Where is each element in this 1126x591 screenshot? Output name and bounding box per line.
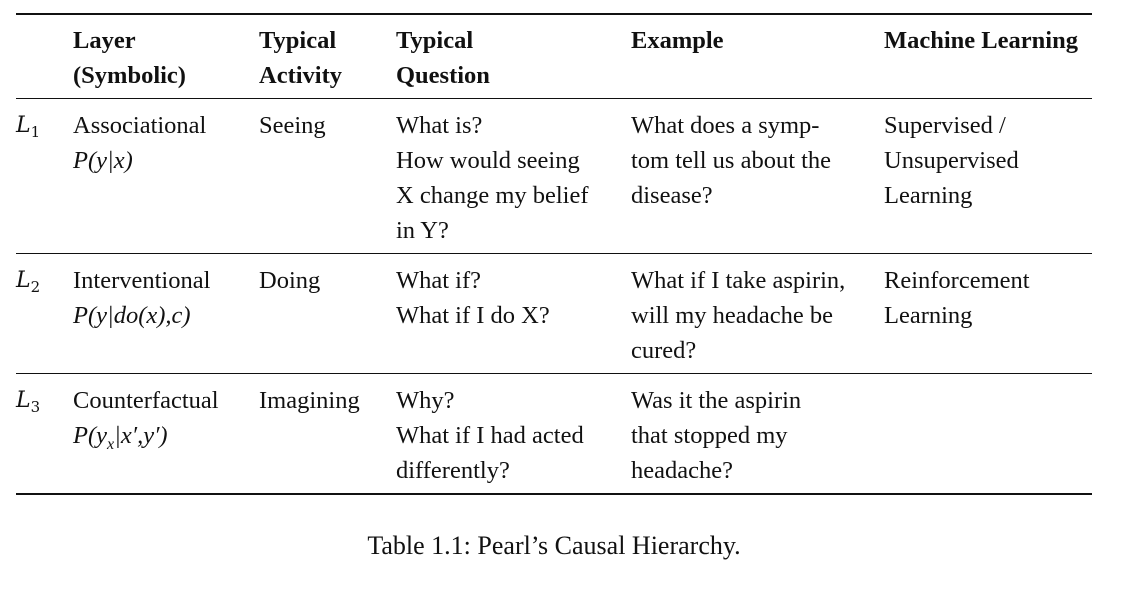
question-line: How would seeing xyxy=(396,143,606,178)
question-line: What if? xyxy=(396,267,482,294)
bottom-rule xyxy=(16,493,1092,495)
row-rule xyxy=(16,373,1092,374)
header-activity-line1: Typical xyxy=(259,27,337,54)
example-line: What if I take aspirin, xyxy=(631,267,846,294)
header-activity-line2: Activity xyxy=(259,62,342,89)
table-caption: Table 1.1: Pearl’s Causal Hierarchy. xyxy=(367,531,741,560)
activity-cell: Seeing xyxy=(259,108,389,143)
activity-text: Imagining xyxy=(259,387,360,414)
level-symbol-2: L2 xyxy=(16,263,66,298)
formula-main: P(y xyxy=(73,422,107,449)
ml-cell: Reinforcement Learning xyxy=(884,263,1092,333)
example-cell: What if I take aspirin, will my headache… xyxy=(631,263,859,368)
question-line: Why? xyxy=(396,387,455,414)
question-line: What if I had acted xyxy=(396,422,584,449)
formula-rest: |x′,y′) xyxy=(114,422,168,449)
header-rule xyxy=(16,98,1092,99)
question-line-text: How would seeing xyxy=(396,147,580,174)
header-layer: Layer (Symbolic) xyxy=(73,23,253,93)
header-ml-text: Machine Learning xyxy=(884,27,1078,54)
example-cell: Was it the aspirin that stopped my heada… xyxy=(631,383,859,488)
layer-formula: P(yx|x′,y′) xyxy=(73,418,253,453)
question-cell: What is? How would seeing X change my be… xyxy=(396,108,606,248)
header-layer-line2: (Symbolic) xyxy=(73,62,186,89)
header-question-line1: Typical xyxy=(396,27,474,54)
example-cell: What does a symp- tom tell us about the … xyxy=(631,108,859,213)
level-symbol-3: L3 xyxy=(16,383,66,418)
ml-line: Supervised / xyxy=(884,112,1006,139)
level-letter: L xyxy=(16,113,31,138)
level-label: L1 xyxy=(16,108,66,143)
question-line: in Y? xyxy=(396,217,449,244)
ml-line: Learning xyxy=(884,182,973,209)
activity-cell: Imagining xyxy=(259,383,389,418)
question-cell: Why? What if I had acted differently? xyxy=(396,383,606,488)
level-letter: L xyxy=(16,388,31,413)
header-activity: Typical Activity xyxy=(259,23,389,93)
layer-cell: Counterfactual P(yx|x′,y′) xyxy=(73,383,253,453)
example-line: What does a symp- xyxy=(631,112,820,139)
level-label: L3 xyxy=(16,383,66,418)
activity-text: Doing xyxy=(259,267,321,294)
layer-cell: Interventional P(y|do(x),c) xyxy=(73,263,253,333)
header-ml: Machine Learning xyxy=(884,23,1092,58)
example-line: tom tell us about the xyxy=(631,147,832,174)
question-cell: What if? What if I do X? xyxy=(396,263,606,333)
layer-cell: Associational P(y|x) xyxy=(73,108,253,178)
layer-formula: P(y|x) xyxy=(73,147,133,174)
layer-name: Associational xyxy=(73,112,207,139)
level-index: 2 xyxy=(30,278,41,296)
row-rule xyxy=(16,253,1092,254)
header-question-line2: Question xyxy=(396,62,490,89)
top-rule xyxy=(16,13,1092,15)
activity-cell: Doing xyxy=(259,263,389,298)
example-line: cured? xyxy=(631,337,697,364)
example-line: headache? xyxy=(631,457,733,484)
example-line: Was it the aspirin xyxy=(631,387,802,414)
level-index: 3 xyxy=(30,398,41,416)
level-symbol-1: L1 xyxy=(16,108,66,143)
ml-line: Unsupervised xyxy=(884,147,1019,174)
layer-name: Interventional xyxy=(73,267,211,294)
level-index: 1 xyxy=(30,123,41,141)
question-line: What if I do X? xyxy=(396,302,550,329)
ml-line: Reinforcement xyxy=(884,267,1030,294)
activity-text: Seeing xyxy=(259,112,326,139)
question-line: What is? xyxy=(396,112,483,139)
level-letter: L xyxy=(16,268,31,293)
layer-name: Counterfactual xyxy=(73,387,219,414)
ml-line: Learning xyxy=(884,302,973,329)
example-line: that stopped my xyxy=(631,422,788,449)
formula-subscript: x xyxy=(107,436,115,453)
level-label: L2 xyxy=(16,263,66,298)
example-line: disease? xyxy=(631,182,713,209)
ml-cell: Supervised / Unsupervised Learning xyxy=(884,108,1092,213)
header-example: Example xyxy=(631,23,859,58)
question-line: X change my belief xyxy=(396,182,589,209)
question-line: differently? xyxy=(396,457,510,484)
header-layer-line1: Layer xyxy=(73,27,136,54)
header-example-text: Example xyxy=(631,27,724,54)
layer-formula: P(y|do(x),c) xyxy=(73,302,191,329)
example-line: will my headache be xyxy=(631,302,834,329)
header-question: Typical Question xyxy=(396,23,606,93)
